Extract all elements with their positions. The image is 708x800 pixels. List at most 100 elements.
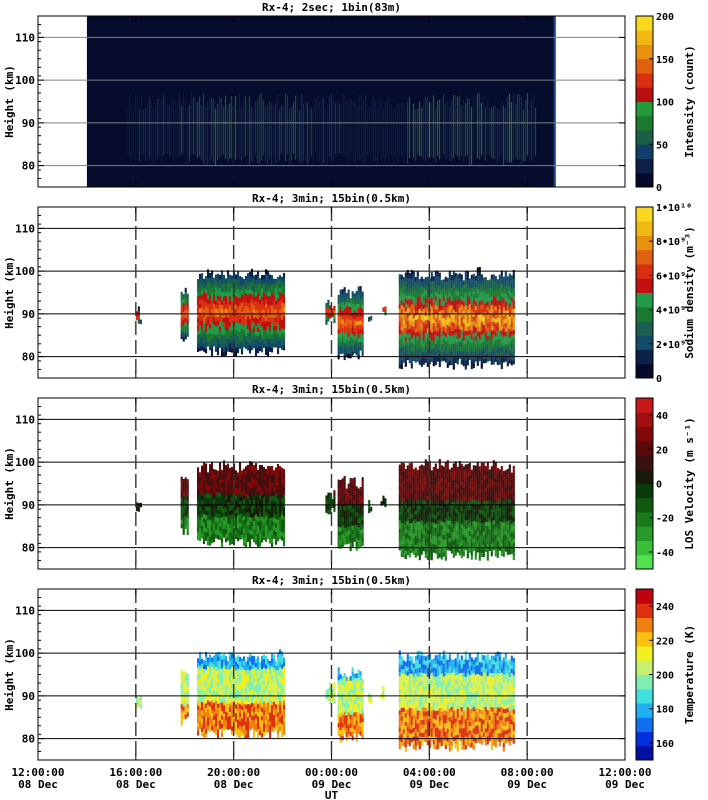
x-tick-time: 04:00:00 — [403, 766, 456, 779]
panel-title: Rx-4; 3min; 15bin(0.5km) — [252, 574, 411, 587]
colorbar-tick-label: 200 — [656, 671, 674, 682]
colorbar-tick-label: 4•10⁹ — [656, 306, 686, 317]
colorbar-swatch — [636, 589, 653, 604]
x-tick-date: 08 Dec — [116, 778, 156, 791]
colorbar-tick-label: -20 — [656, 514, 674, 525]
data-segment — [337, 286, 364, 361]
data-segment — [196, 460, 286, 548]
colorbar-swatch — [636, 703, 653, 718]
colorbar-swatch — [636, 321, 653, 336]
panel-title: Rx-4; 3min; 15bin(0.5km) — [252, 383, 411, 396]
colorbar-swatch — [636, 249, 653, 265]
data-segment — [196, 268, 286, 357]
data-segment — [180, 669, 189, 726]
panel-title: Rx-4; 3min; 15bin(0.5km) — [252, 192, 411, 205]
colorbar-swatch — [636, 554, 653, 570]
colorbar-swatch — [636, 335, 653, 350]
colorbar-tick-label: 200 — [656, 12, 674, 23]
y-tick-label: 110 — [15, 222, 35, 235]
colorbar-tick-label: 240 — [656, 602, 674, 613]
colorbar-swatch — [636, 115, 653, 131]
colorbar-swatch — [636, 617, 653, 633]
y-tick-label: 90 — [22, 117, 35, 130]
y-axis-label: Height (km) — [3, 256, 16, 329]
colorbar-tick-label: 100 — [656, 98, 674, 109]
colorbar-swatch — [636, 144, 653, 159]
y-axis-label: Height (km) — [3, 447, 16, 520]
data-segment — [398, 458, 515, 561]
data-segment — [135, 306, 142, 325]
colorbar-tick-label: 0 — [656, 374, 662, 385]
x-tick-time: 00:00:00 — [305, 766, 358, 779]
data-segment — [196, 649, 286, 739]
y-tick-label: 110 — [15, 604, 35, 617]
colorbar-tick-label: 150 — [656, 55, 674, 66]
panel-4: Rx-4; 3min; 15bin(0.5km) Height (km) 80 90 1… — [3, 574, 696, 761]
colorbar-label: Sodium density (m⁻³) — [683, 226, 696, 358]
y-tick-label: 80 — [22, 160, 35, 173]
colorbar-tick-label: 8•10⁹ — [656, 237, 686, 248]
colorbar-swatch — [636, 158, 653, 174]
y-tick-label: 80 — [22, 733, 35, 746]
data-segment — [398, 266, 515, 370]
data-segment — [135, 502, 142, 512]
x-tick-date: 08 Dec — [18, 778, 58, 791]
colorbar-swatch — [636, 101, 653, 117]
heatmap-area — [86, 16, 556, 187]
colorbar-tick-label: 0 — [656, 480, 662, 491]
colorbar-swatch — [636, 278, 653, 293]
colorbar-tick-label: 220 — [656, 636, 674, 647]
colorbar-tick-label: 1•10¹⁰ — [656, 203, 692, 214]
colorbar-swatch — [636, 540, 653, 556]
colorbar-swatch — [636, 30, 653, 45]
heatmap-area — [135, 266, 515, 370]
y-tick-label: 100 — [15, 74, 35, 87]
data-segment — [382, 306, 387, 316]
colorbar-swatch — [636, 731, 653, 747]
data-segment — [135, 695, 142, 709]
colorbar-tick-label: 40 — [656, 411, 668, 422]
colorbar-swatch — [636, 412, 653, 427]
data-segment — [380, 686, 385, 700]
x-tick-date: 09 Dec — [312, 778, 352, 791]
heatmap-area — [135, 458, 515, 561]
colorbar: -40 -20 0 20 40 LOS Velocity (m s⁻¹) — [635, 397, 696, 570]
data-segment — [380, 495, 387, 508]
colorbar-swatch — [636, 469, 653, 484]
y-tick-label: 90 — [22, 308, 35, 321]
colorbar-swatch — [636, 497, 653, 513]
colorbar-tick-label: 2•10⁹ — [656, 340, 686, 351]
y-tick-label: 90 — [22, 499, 35, 512]
colorbar-label: Temperature (K) — [683, 625, 696, 724]
colorbar-swatch — [636, 646, 653, 661]
x-tick-time: 20:00:00 — [207, 766, 260, 779]
data-segment — [325, 490, 336, 515]
colorbar-tick-label: 20 — [656, 445, 668, 456]
colorbar-swatch — [636, 44, 653, 60]
y-axis-label: Height (km) — [3, 65, 16, 138]
colorbar-swatch — [636, 426, 653, 442]
colorbar-swatch — [636, 172, 653, 188]
colorbar: 0 50 100 150 200 Intensity (count) — [635, 12, 696, 194]
y-tick-label: 110 — [15, 413, 35, 426]
data-segment — [180, 287, 189, 342]
heatmap-area — [135, 649, 515, 752]
colorbar-tick-label: 50 — [656, 140, 668, 151]
data-segment — [337, 476, 364, 552]
colorbar-swatch — [636, 717, 653, 732]
x-tick-time: 16:00:00 — [109, 766, 162, 779]
colorbar-swatch — [636, 221, 653, 236]
y-axis-label: Height (km) — [3, 638, 16, 711]
colorbar: 0 2•10⁹ 4•10⁹ 6•10⁹ 8•10⁹ 1•10¹⁰ Sodium densit… — [635, 203, 696, 385]
colorbar-swatch — [636, 745, 653, 761]
colorbar-swatch — [636, 603, 653, 618]
y-tick-label: 100 — [15, 265, 35, 278]
x-tick-date: 09 Dec — [409, 778, 449, 791]
colorbar-swatch — [636, 483, 653, 499]
colorbar-swatch — [636, 512, 653, 527]
data-segment — [368, 500, 373, 514]
data-segment — [368, 693, 373, 704]
data-segment — [398, 650, 515, 752]
data-segment — [325, 299, 336, 325]
